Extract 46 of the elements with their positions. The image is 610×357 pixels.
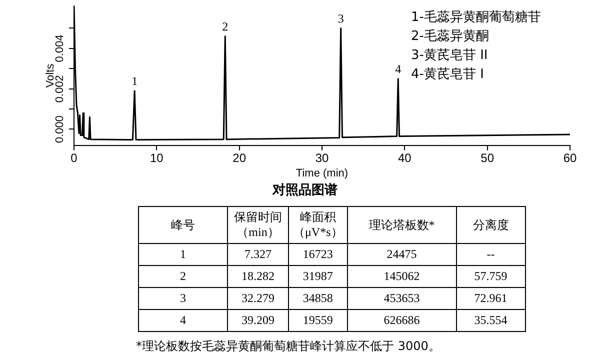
annotation: 1-毛蕊异黄酮葡萄糖苷 [411,9,541,27]
text: 145062 [347,266,456,288]
text: 32.279 [228,288,288,310]
text: *理论板数按毛蕊异黄酮葡萄糖苷峰计算应不低于 3000。 [136,338,440,355]
x-axis-title: Time (min) [296,167,348,180]
text: 57.759 [456,266,526,288]
text: 31987 [288,266,348,288]
text: 保留时间（min） [228,206,288,244]
annotation: 3 [338,11,344,26]
x-tick-label: 30 [315,150,329,165]
x-tick-label: 0 [70,150,78,165]
annotation: 1 [132,74,138,88]
annotation: 4-黄芪皂苷 I [411,66,485,84]
text: 分离度 [456,206,526,244]
annotation: 4 [395,62,402,76]
annotation: 2 [222,19,228,34]
text: 35.554 [456,310,526,332]
text: 16723 [288,244,348,266]
text: 对照品图谱 [271,182,338,199]
text: 18.282 [228,266,288,288]
text: 24475 [347,244,456,266]
y-tick-label: 0.000 [54,115,66,144]
text: 理论塔板数* [347,206,456,244]
text: -- [456,244,526,266]
text: 峰号 [138,206,228,244]
x-tick-label: 10 [150,150,164,165]
x-tick-label: 50 [480,150,494,165]
x-tick-label: 60 [563,150,577,165]
text: 626686 [347,310,456,332]
text: 34858 [288,288,348,310]
text: 72.961 [456,288,526,310]
annotation: 3-黄芪皂苷 II [411,47,489,65]
text: 1 [138,244,228,266]
text: 453653 [347,288,456,310]
text: 2 [138,266,228,288]
text: 3 [138,288,228,310]
y-tick-label: 0.004 [54,34,66,62]
text: 39.209 [228,310,288,332]
x-tick-label: 20 [232,150,246,165]
text: 4 [138,310,228,332]
text: 7.327 [228,244,288,266]
x-tick-label: 40 [398,150,412,165]
y-tick-label: 0.002 [54,75,66,103]
text: 峰面积（μV*s） [288,206,348,244]
annotation: 2-毛蕊异黄酮 [411,28,490,46]
text: 19559 [288,310,348,332]
